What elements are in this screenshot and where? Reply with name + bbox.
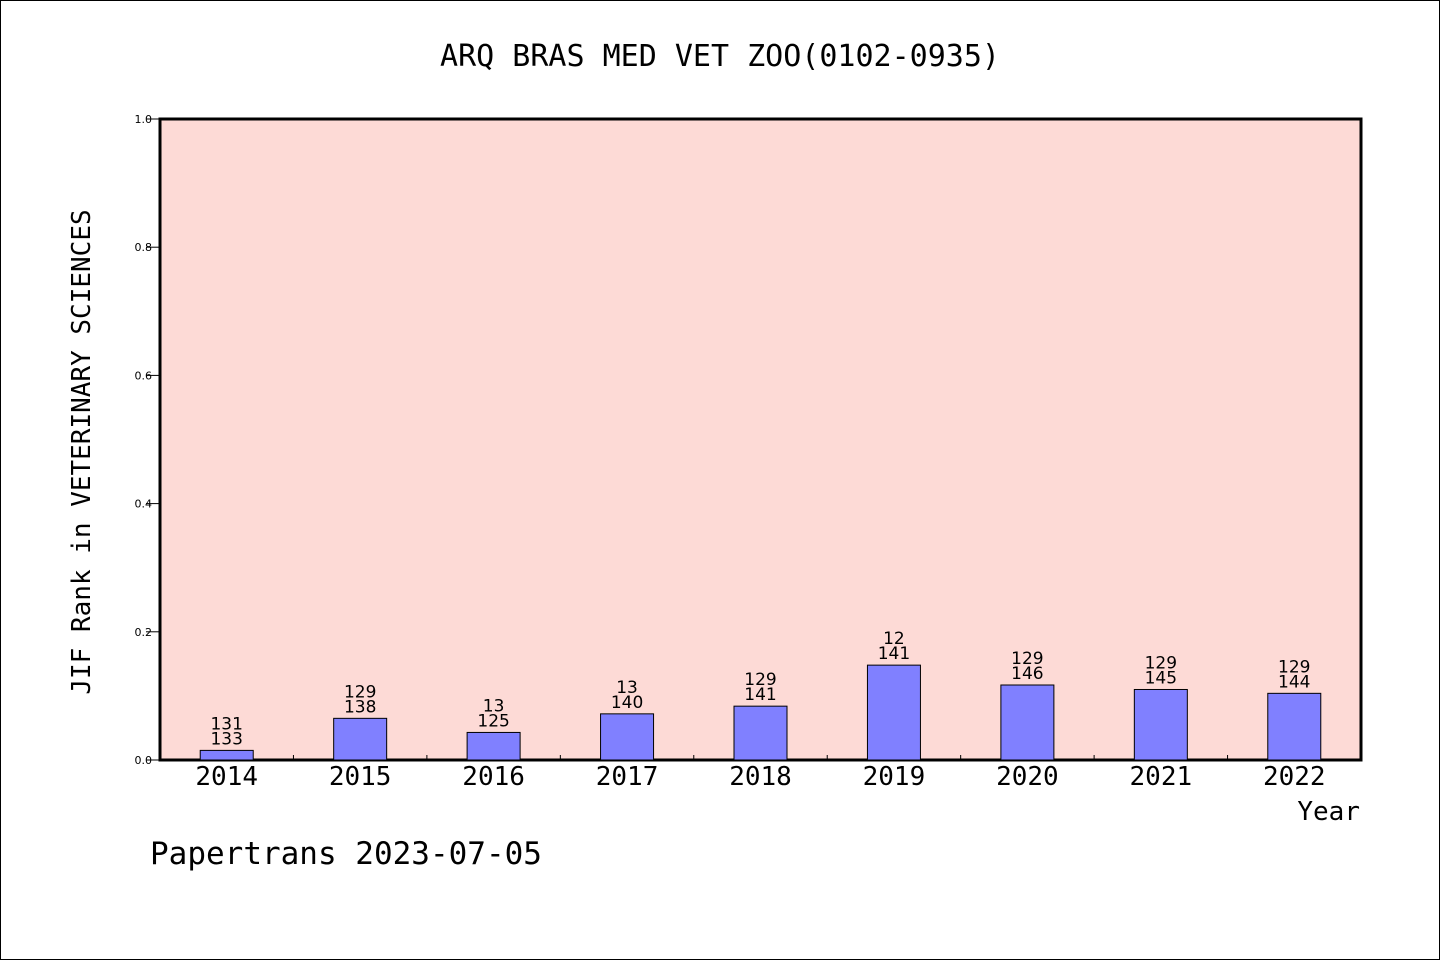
bar-label-total: 140	[611, 693, 643, 713]
bar-label-rank: 131	[210, 714, 242, 734]
bar-2014	[199, 749, 254, 761]
bar-2019	[866, 664, 921, 761]
y-tick-label: 0.2	[135, 626, 153, 639]
plot-area	[158, 117, 1363, 762]
x-tick-label: 2021	[1130, 762, 1193, 792]
footer-credit: Papertrans 2023-07-05	[150, 836, 542, 872]
bar-label-total: 144	[1278, 672, 1310, 692]
bar-2022	[1267, 692, 1322, 761]
bar-label-rank: 129	[1145, 653, 1177, 673]
x-axis: 2014 2015 2016 2017 2018 2019 2020 2021 2022	[195, 755, 1326, 792]
x-tick-label: 2014	[195, 762, 258, 792]
bar-label-total: 146	[1011, 664, 1043, 684]
bar-2015	[333, 717, 388, 761]
bar-label-rank: 129	[1011, 649, 1043, 669]
x-tick-label: 2018	[729, 762, 792, 792]
y-tick-label: 0.0	[135, 754, 153, 767]
bar-2017	[600, 713, 655, 761]
bar-2016	[466, 731, 521, 761]
bar-label-total: 138	[344, 697, 376, 717]
bar-label-total: 141	[744, 685, 776, 705]
bar-label-rank: 12	[883, 629, 905, 649]
chart-title: ARQ BRAS MED VET ZOO(0102-0935)	[440, 39, 1000, 74]
x-tick-label: 2015	[329, 762, 392, 792]
bar-label-rank: 13	[483, 696, 505, 716]
y-tick-label: 0.8	[135, 241, 153, 254]
bar-label-total: 141	[878, 644, 910, 664]
bar-label-rank: 129	[744, 670, 776, 690]
x-tick-label: 2020	[996, 762, 1059, 792]
bar-2021	[1133, 688, 1188, 761]
x-axis-label: Year	[1297, 797, 1360, 827]
bar-2020	[1000, 684, 1055, 761]
y-tick-label: 1.0	[135, 113, 153, 126]
bars	[199, 664, 1322, 761]
bar-label-total: 145	[1145, 668, 1177, 688]
bar-label-total: 125	[477, 711, 509, 731]
bar-2018	[733, 705, 788, 761]
y-tick-label: 0.4	[135, 498, 153, 511]
x-tick-label: 2017	[596, 762, 659, 792]
x-tick-label: 2019	[863, 762, 926, 792]
bar-label-rank: 13	[616, 678, 638, 698]
y-axis-label: JIF Rank in VETERINARY SCIENCES	[67, 209, 97, 694]
bar-label-total: 133	[210, 729, 242, 749]
x-tick-label: 2022	[1263, 762, 1326, 792]
bar-label-rank: 129	[1278, 657, 1310, 677]
y-tick-label: 0.6	[135, 369, 153, 382]
y-axis: 0.0 0.2 0.4 0.6 0.8 1.0	[135, 113, 160, 767]
x-tick-label: 2016	[462, 762, 525, 792]
bar-label-rank: 129	[344, 682, 376, 702]
